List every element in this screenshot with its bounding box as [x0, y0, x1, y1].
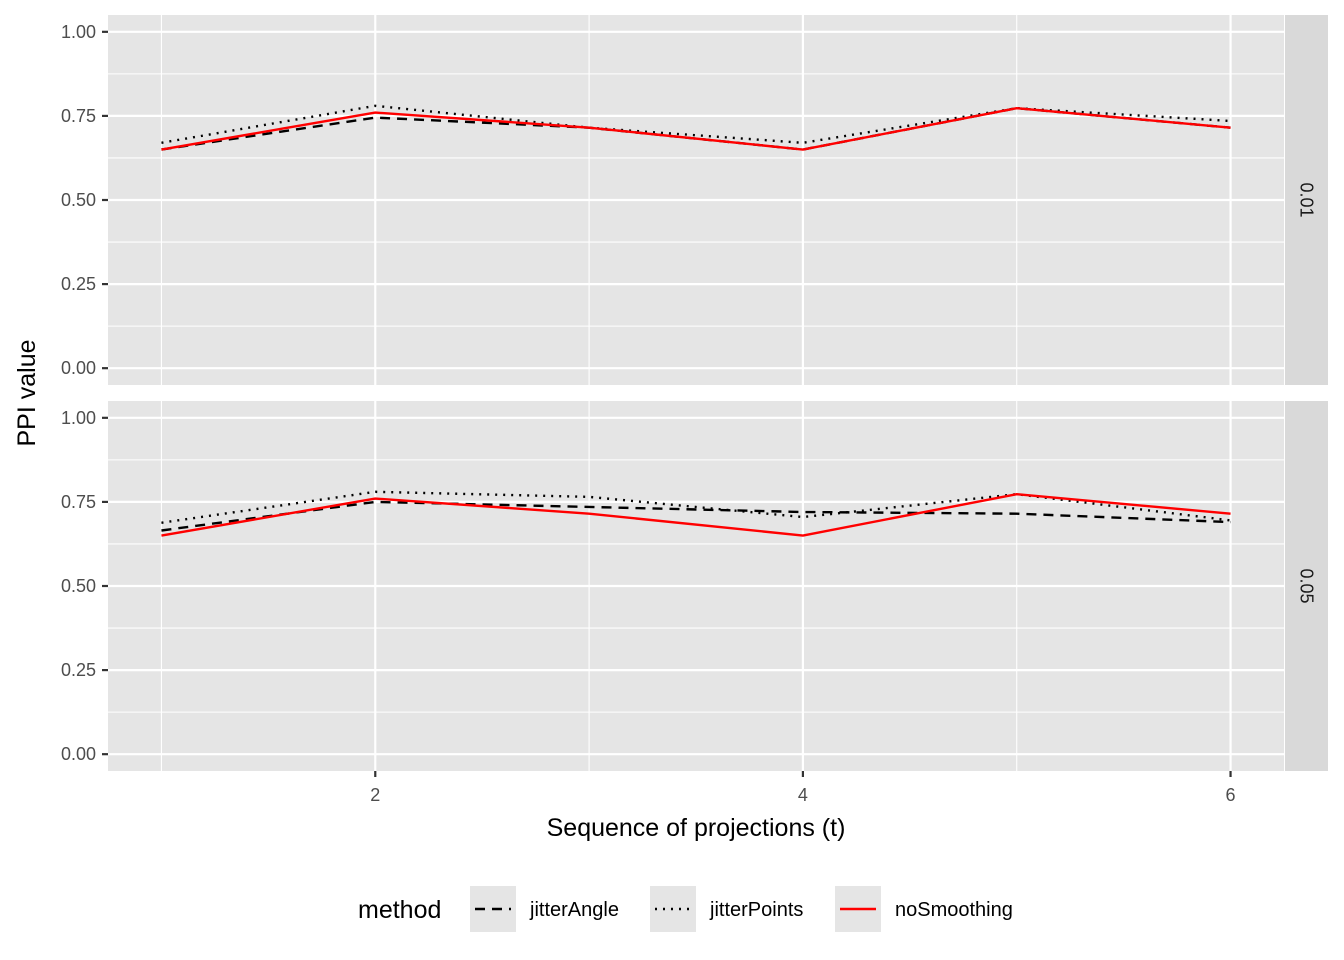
y-tick-label: 0.50 [61, 576, 96, 596]
y-tick-label: 0.25 [61, 274, 96, 294]
y-tick-label: 0.50 [61, 190, 96, 210]
y-tick-label: 0.75 [61, 492, 96, 512]
series-line-noSmoothing [161, 106, 1231, 151]
series-line-noSmoothing [161, 492, 1231, 537]
y-tick-label: 0.00 [61, 358, 96, 378]
y-tick-label: 1.00 [61, 22, 96, 42]
facet-panels: 0.00 0.25 0.50 0.75 1.00 0.01 0.00 0.25 0.50 0.75… [61, 15, 1328, 771]
x-axis-title: Sequence of projections (t) [547, 814, 846, 842]
legend-label: jitterPoints [709, 899, 803, 921]
legend-item-jitterPoints: jitterPoints [650, 886, 803, 932]
legend-label: noSmoothing [895, 899, 1013, 921]
x-tick-label: 6 [1226, 785, 1236, 805]
series-line-jitterPoints [161, 490, 1231, 524]
facet-panel-0.01: 0.00 0.25 0.50 0.75 1.00 0.01 [61, 15, 1328, 385]
facet-strip-label: 0.05 [1297, 568, 1317, 603]
facet-strip [1285, 15, 1328, 385]
y-axis-title: PPI value [13, 339, 41, 446]
y-tick-label: 0.25 [61, 660, 96, 680]
legend-item-noSmoothing: noSmoothing [835, 886, 1013, 932]
legend-items: jitterAngle jitterPoints noSmoothing [470, 886, 1013, 932]
legend-label: jitterAngle [529, 899, 619, 921]
x-tick-label: 4 [798, 785, 808, 805]
x-axis: 2 4 6 [370, 771, 1236, 805]
facet-panel-0.05: 0.00 0.25 0.50 0.75 1.00 0.05 [61, 401, 1328, 771]
y-tick-label: 1.00 [61, 408, 96, 428]
y-tick-label: 0.75 [61, 106, 96, 126]
y-tick-label: 0.00 [61, 744, 96, 764]
x-tick-label: 2 [370, 785, 380, 805]
legend: method jitterAngle jitterPoints noSmoothin… [358, 886, 1013, 932]
facet-strip-label: 0.01 [1297, 182, 1317, 217]
legend-item-jitterAngle: jitterAngle [470, 886, 619, 932]
series-line-jitterAngle [161, 500, 1231, 532]
legend-title: method [358, 896, 441, 924]
facet-strip [1285, 401, 1328, 771]
